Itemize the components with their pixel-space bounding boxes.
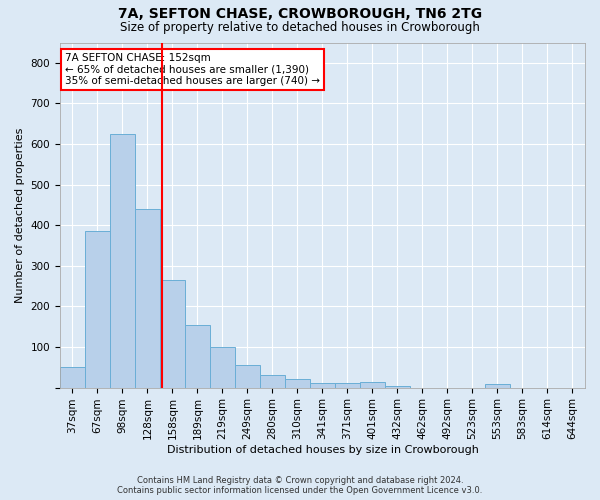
Bar <box>485 384 510 388</box>
Bar <box>60 368 85 388</box>
Bar <box>210 347 235 388</box>
Bar <box>235 366 260 388</box>
Bar <box>285 380 310 388</box>
Bar <box>385 386 410 388</box>
Bar <box>110 134 135 388</box>
Bar <box>260 376 285 388</box>
Y-axis label: Number of detached properties: Number of detached properties <box>15 128 25 302</box>
Bar <box>85 232 110 388</box>
Bar <box>160 280 185 388</box>
Text: Size of property relative to detached houses in Crowborough: Size of property relative to detached ho… <box>120 21 480 34</box>
Bar <box>360 382 385 388</box>
Bar <box>310 382 335 388</box>
Bar <box>335 382 360 388</box>
Text: 7A, SEFTON CHASE, CROWBOROUGH, TN6 2TG: 7A, SEFTON CHASE, CROWBOROUGH, TN6 2TG <box>118 8 482 22</box>
X-axis label: Distribution of detached houses by size in Crowborough: Distribution of detached houses by size … <box>167 445 478 455</box>
Bar <box>185 324 210 388</box>
Text: 7A SEFTON CHASE: 152sqm
← 65% of detached houses are smaller (1,390)
35% of semi: 7A SEFTON CHASE: 152sqm ← 65% of detache… <box>65 53 320 86</box>
Bar <box>135 209 160 388</box>
Text: Contains HM Land Registry data © Crown copyright and database right 2024.
Contai: Contains HM Land Registry data © Crown c… <box>118 476 482 495</box>
